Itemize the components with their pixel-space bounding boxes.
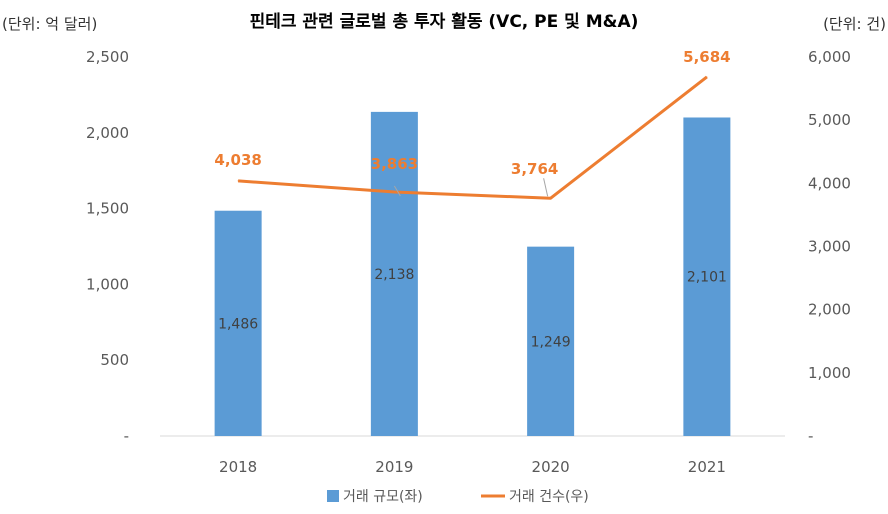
x-axis: 2018 2019 2020 2021 <box>219 458 726 476</box>
right-tick-label: 1,000 <box>808 364 851 382</box>
left-tick-label: 2,000 <box>86 124 129 142</box>
left-tick-label: 1,500 <box>86 200 129 218</box>
line-point <box>393 191 395 193</box>
right-tick-label: 2,000 <box>808 301 851 319</box>
bar-series <box>214 111 731 436</box>
bar <box>214 210 262 436</box>
right-axis: - 1,000 2,000 3,000 4,000 5,000 6,000 <box>808 48 851 445</box>
chart-title: 핀테크 관련 글로벌 총 투자 활동 (VC, PE 및 M&A) <box>250 11 639 32</box>
line-data-labels: 4,038 3,863 3,764 5,684 <box>214 48 731 197</box>
legend-bar-label: 거래 규모(좌) <box>343 489 423 505</box>
legend-bar-swatch <box>327 490 339 502</box>
left-tick-label: 500 <box>100 351 129 369</box>
x-tick-label: 2018 <box>219 458 257 476</box>
x-tick-label: 2020 <box>532 458 570 476</box>
right-tick-label: 3,000 <box>808 238 851 256</box>
x-tick-label: 2019 <box>375 458 413 476</box>
bar-value-label: 2,138 <box>374 267 414 283</box>
bar-value-label: 1,486 <box>218 316 258 332</box>
line-series <box>237 75 708 200</box>
bar-value-label: 1,249 <box>531 334 571 350</box>
left-tick-label: 1,000 <box>86 275 129 293</box>
right-tick-label: 6,000 <box>808 48 851 66</box>
legend: 거래 규모(좌) 거래 건수(우) <box>327 489 589 505</box>
line-point <box>706 76 708 78</box>
line-path <box>238 75 708 200</box>
bar <box>683 117 731 436</box>
right-tick-label: 5,000 <box>808 111 851 129</box>
right-tick-label: 4,000 <box>808 174 851 192</box>
line-value-label: 4,038 <box>214 151 261 169</box>
legend-line-label: 거래 건수(우) <box>509 489 589 505</box>
line-point <box>550 197 552 199</box>
left-tick-label: - <box>124 427 129 445</box>
line-value-label: 3,863 <box>371 155 418 173</box>
label-leader-line <box>543 178 549 197</box>
bar <box>370 111 418 436</box>
line-point <box>237 180 239 182</box>
bar <box>527 246 575 436</box>
right-tick-label: - <box>808 427 813 445</box>
label-leader-line <box>393 185 401 197</box>
left-tick-label: 2,500 <box>86 48 129 66</box>
right-axis-unit: (단위: 건) <box>823 15 886 33</box>
line-value-label: 3,764 <box>511 160 558 178</box>
left-axis: - 500 1,000 1,500 2,000 2,500 <box>86 48 129 445</box>
line-value-label: 5,684 <box>683 48 730 66</box>
bar-value-label: 2,101 <box>687 270 727 286</box>
x-tick-label: 2021 <box>688 458 726 476</box>
left-axis-unit: (단위: 억 달러) <box>2 15 97 33</box>
bar-data-labels: 1,486 2,138 1,249 2,101 <box>218 267 727 350</box>
